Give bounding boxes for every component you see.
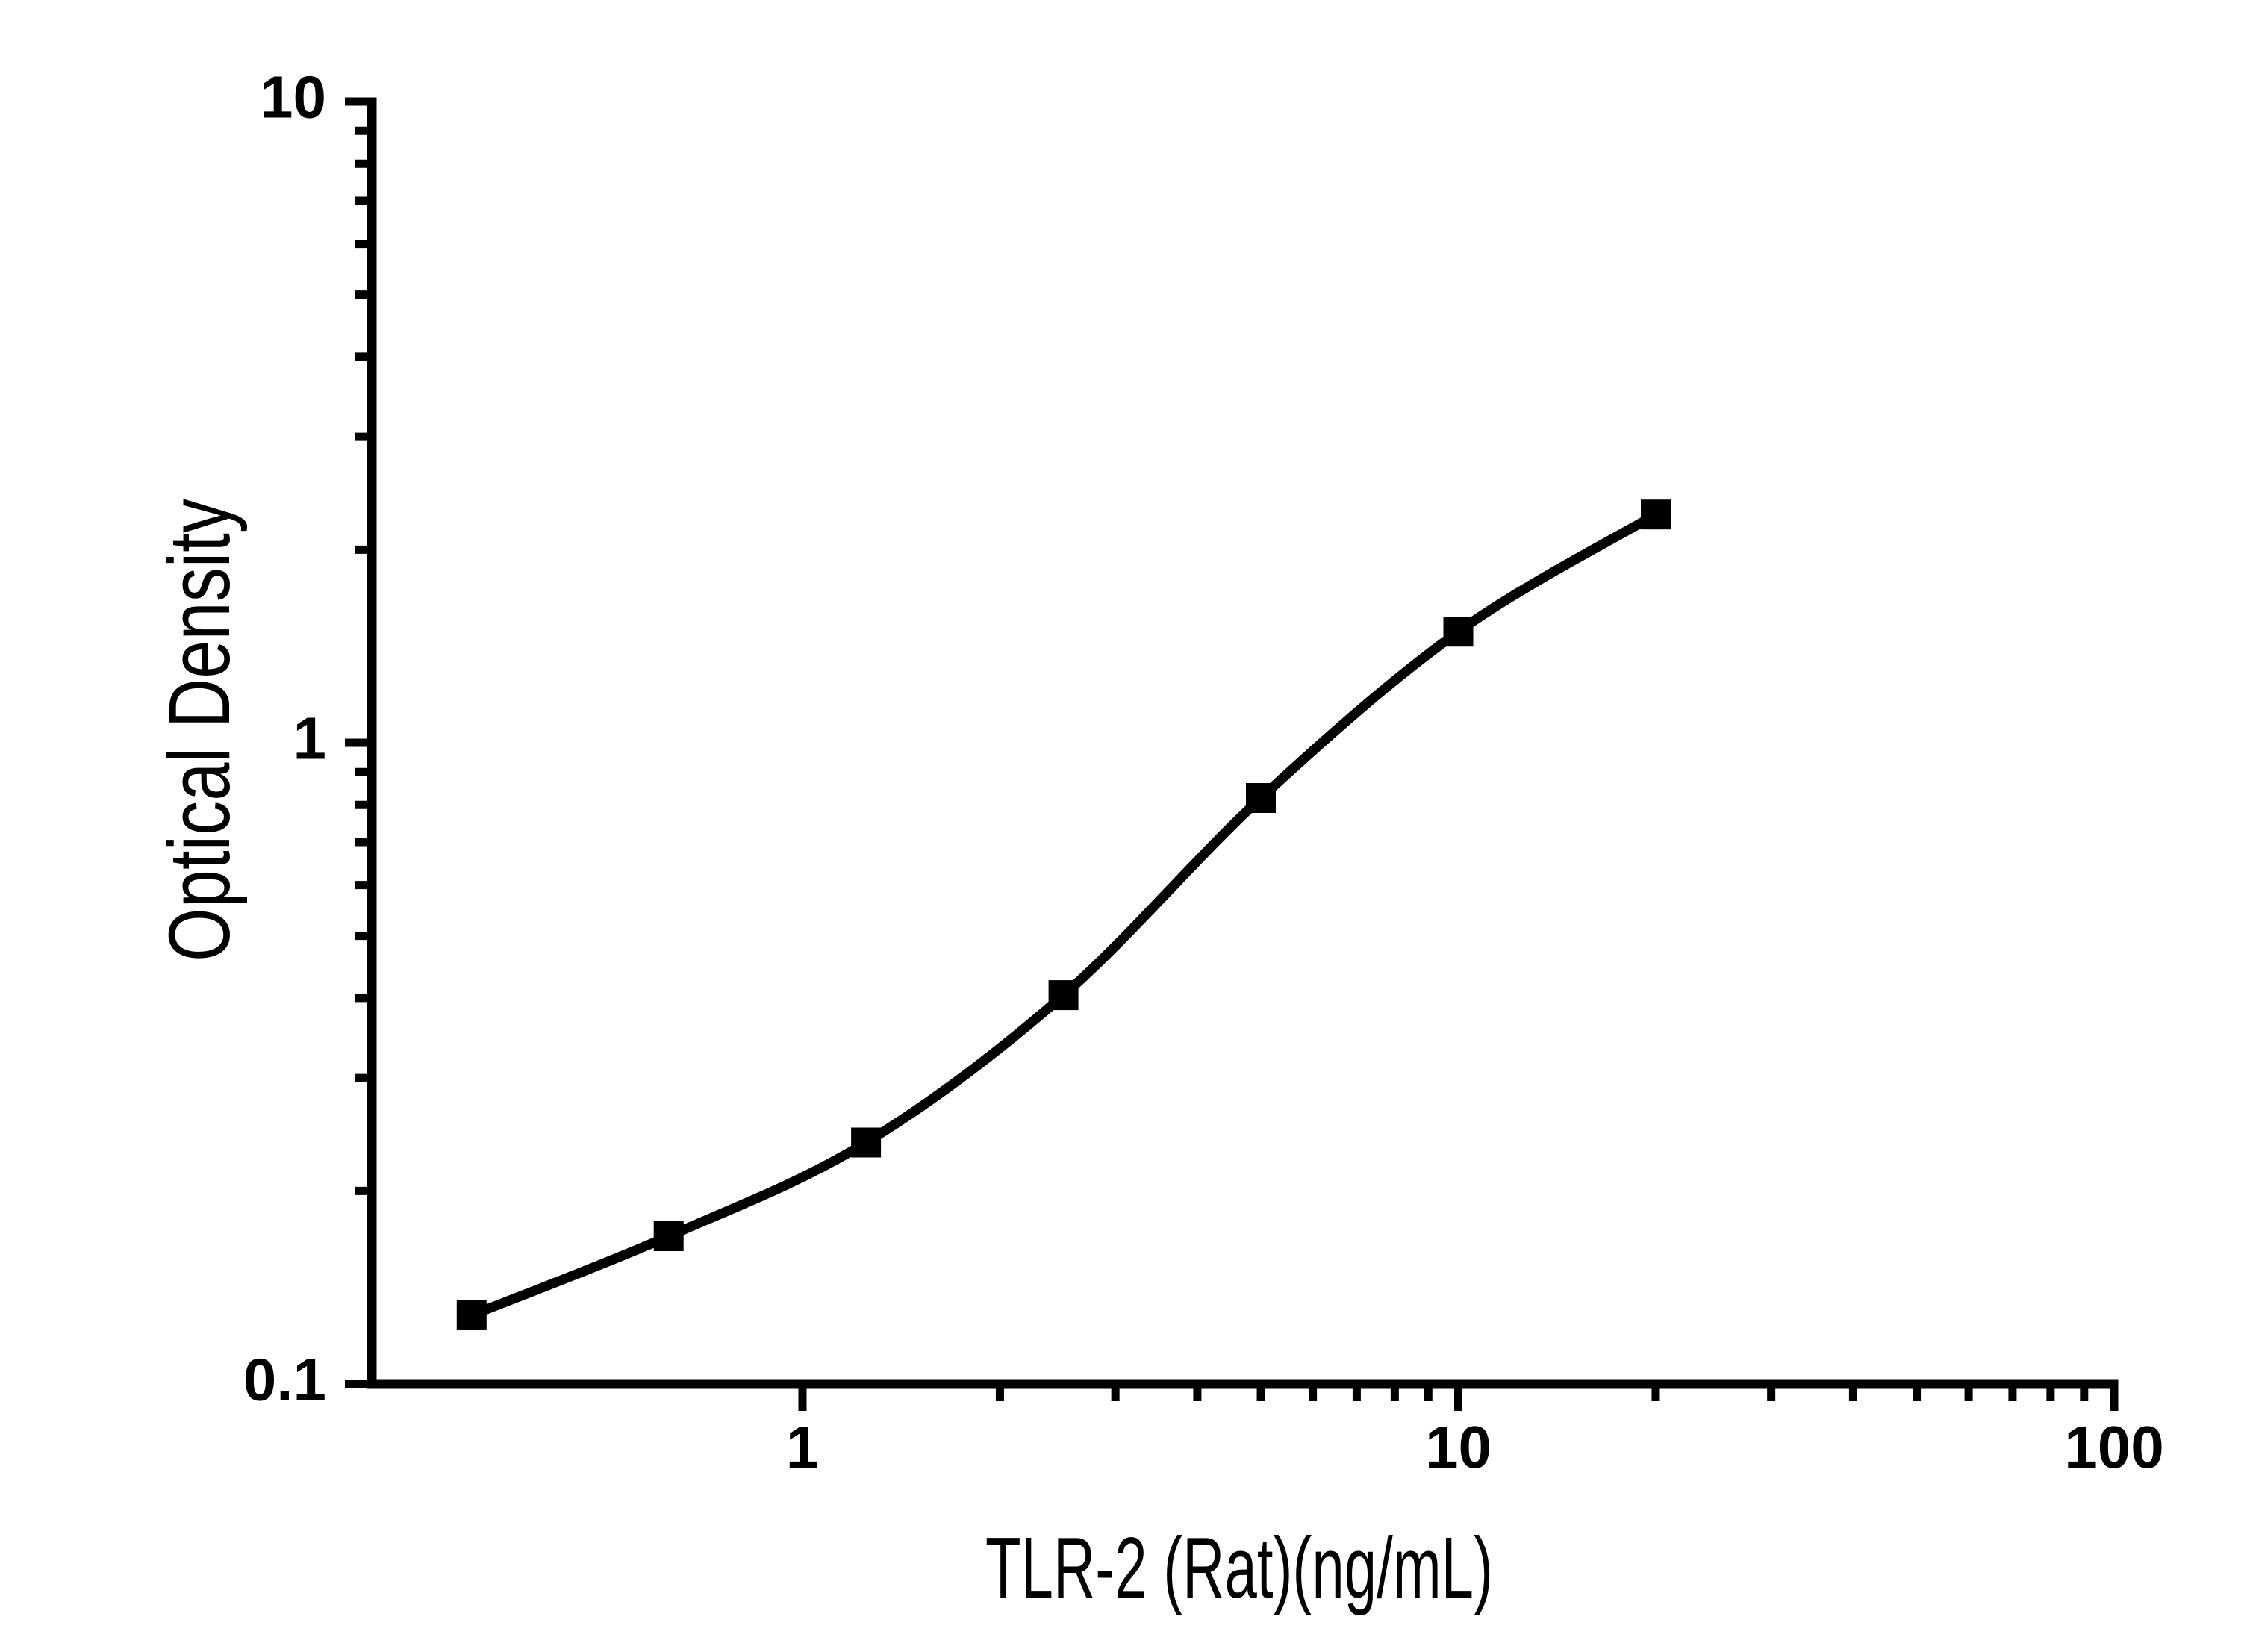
data-point-marker [1048,980,1079,1011]
fit-curve-line [470,510,1659,1320]
y-axis-title: Optical Density [151,499,248,961]
y-tick-label: 10 [260,64,326,131]
axis-ticks [345,97,2119,1411]
x-tick-label: 100 [2064,1414,2163,1480]
data-point-marker [1246,783,1276,813]
data-point-markers [456,499,1671,1330]
data-point-marker [1641,499,1671,530]
data-point-marker [456,1300,487,1330]
data-point-marker [653,1221,684,1251]
data-point-marker [851,1127,882,1158]
x-axis-title: TLR-2 (Rat)(ng/mL) [985,1519,1493,1616]
axes [367,97,2119,1389]
y-tick-label: 0.1 [243,1347,326,1413]
data-point-marker [1443,617,1474,647]
x-tick-label: 1 [786,1414,820,1480]
x-tick-label: 10 [1425,1414,1492,1480]
tick-labels: 1 10 100 0.1 1 10 [243,64,2164,1481]
y-tick-label: 1 [293,705,327,772]
